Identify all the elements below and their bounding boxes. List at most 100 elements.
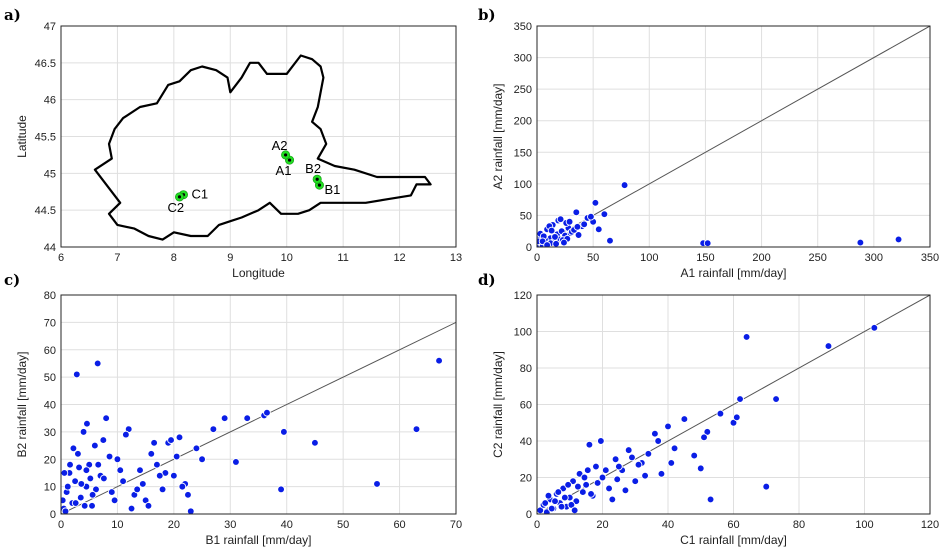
panel-b: b) 0 50 100 150 200 250 300 350 0 50 100 150 200 250 30… — [478, 6, 939, 280]
x-tick-label: 250 — [809, 252, 827, 264]
x-tick-label: 20 — [168, 519, 180, 531]
data-point — [582, 480, 590, 489]
y-axis-label: Latitude — [15, 115, 29, 158]
data-point — [700, 433, 708, 442]
data-point — [94, 460, 103, 469]
data-point — [615, 462, 623, 471]
data-point — [243, 414, 252, 423]
data-point — [158, 485, 167, 494]
data-point — [61, 469, 69, 477]
data-point — [593, 479, 602, 487]
data-point — [155, 471, 164, 480]
y-tick-label: 40 — [44, 400, 56, 412]
station-dot-b1 — [317, 183, 322, 187]
panel-label: b) — [478, 6, 496, 24]
data-point — [86, 474, 95, 483]
data-point — [172, 452, 181, 461]
data-point — [574, 231, 583, 239]
x-tick-label: 6 — [58, 252, 64, 264]
data-point — [634, 460, 643, 469]
x-tick-label: 60 — [393, 519, 405, 531]
data-point — [651, 429, 659, 438]
data-point — [76, 493, 85, 502]
panel-label: d) — [478, 271, 496, 289]
data-point — [729, 418, 738, 427]
data-point — [552, 239, 560, 247]
data-point — [170, 471, 178, 480]
x-tick-label: 80 — [793, 519, 805, 531]
data-point — [69, 444, 78, 453]
station-label-c1: C1 — [191, 187, 208, 202]
x-tick-label: 50 — [587, 252, 599, 264]
data-point — [564, 480, 572, 489]
y-tick-label: 46 — [44, 95, 56, 107]
data-point — [580, 220, 589, 229]
data-point — [583, 466, 592, 475]
data-point — [696, 464, 705, 473]
data-point — [551, 233, 559, 241]
plot-content — [537, 295, 930, 514]
data-point — [667, 459, 676, 467]
y-tick-label: 100 — [514, 327, 532, 339]
y-tick-label: 40 — [520, 436, 532, 448]
x-tick-label: 150 — [696, 252, 714, 264]
x-tick-label: 350 — [921, 252, 939, 264]
y-tick-label: 80 — [520, 363, 532, 375]
data-point — [72, 370, 81, 379]
data-point — [91, 441, 99, 450]
y-tick-label: 44 — [44, 242, 56, 254]
axes-frame — [536, 294, 931, 515]
data-point — [606, 236, 614, 245]
data-point — [570, 506, 579, 514]
y-tick-label: 45.5 — [35, 132, 56, 144]
data-point — [565, 217, 574, 226]
data-point — [119, 477, 127, 486]
panel-label: c) — [4, 271, 20, 289]
data-point — [742, 333, 751, 341]
data-point — [175, 433, 184, 442]
data-point — [856, 238, 865, 247]
data-point — [79, 428, 88, 436]
region-boundary — [93, 54, 432, 241]
data-point — [263, 408, 271, 417]
station-dot-c2 — [177, 195, 182, 199]
x-tick-label: 13 — [450, 252, 462, 264]
y-tick-label: 60 — [520, 400, 532, 412]
x-tick-label: 120 — [921, 519, 939, 531]
data-point — [133, 485, 142, 494]
data-point — [620, 181, 629, 189]
y-tick-label: 0 — [50, 509, 56, 521]
y-tick-label: 44.5 — [35, 205, 56, 217]
one-to-one-line — [537, 26, 930, 247]
data-point — [690, 451, 699, 460]
data-point — [585, 440, 594, 449]
data-point — [66, 460, 74, 469]
data-point — [605, 484, 613, 493]
data-point — [557, 502, 566, 511]
data-point — [594, 225, 603, 234]
station-dot-a1 — [287, 158, 292, 162]
data-point — [412, 425, 421, 433]
data-point — [544, 491, 553, 500]
data-point — [894, 235, 903, 244]
data-point — [83, 419, 91, 428]
data-point — [92, 485, 100, 494]
data-point — [105, 452, 114, 461]
data-point — [572, 208, 581, 217]
data-point — [277, 485, 285, 494]
data-point — [71, 477, 79, 486]
data-point — [706, 495, 715, 504]
axes-frame — [60, 294, 457, 515]
data-point — [136, 466, 144, 475]
data-point — [547, 504, 556, 513]
x-axis-label: Longitude — [232, 266, 285, 280]
data-point — [611, 455, 620, 464]
station-label-c2: C2 — [168, 200, 185, 215]
data-point — [167, 436, 175, 444]
y-tick-label: 0 — [526, 242, 532, 254]
y-tick-label: 300 — [514, 53, 532, 65]
data-point — [93, 359, 102, 368]
x-tick-label: 0 — [58, 519, 64, 531]
data-point — [574, 482, 582, 491]
data-point — [311, 438, 319, 447]
